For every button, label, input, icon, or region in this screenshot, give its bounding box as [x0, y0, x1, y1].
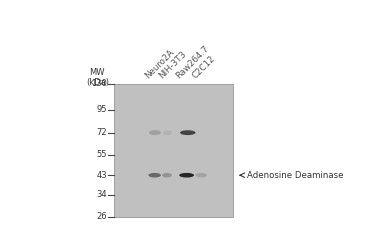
Text: MW: MW: [90, 68, 105, 77]
Text: 72: 72: [96, 128, 107, 137]
Ellipse shape: [148, 173, 161, 178]
Text: (kDa): (kDa): [86, 78, 109, 88]
Text: 95: 95: [96, 105, 107, 114]
Text: NIH-3T3: NIH-3T3: [157, 49, 189, 80]
Text: Adenosine Deaminase: Adenosine Deaminase: [240, 171, 343, 180]
Text: 43: 43: [96, 171, 107, 180]
Text: 34: 34: [96, 190, 107, 199]
Ellipse shape: [180, 130, 196, 135]
Text: 26: 26: [96, 212, 107, 221]
Ellipse shape: [149, 130, 161, 135]
Text: Neuro2A: Neuro2A: [143, 47, 176, 80]
Ellipse shape: [179, 173, 194, 178]
Text: Raw264.7: Raw264.7: [174, 44, 211, 80]
Bar: [114, 84, 233, 217]
Ellipse shape: [162, 173, 172, 178]
Ellipse shape: [163, 130, 172, 135]
Ellipse shape: [196, 173, 207, 178]
Text: C2C12: C2C12: [191, 54, 218, 80]
Text: 55: 55: [96, 150, 107, 160]
Text: 130: 130: [91, 80, 107, 88]
